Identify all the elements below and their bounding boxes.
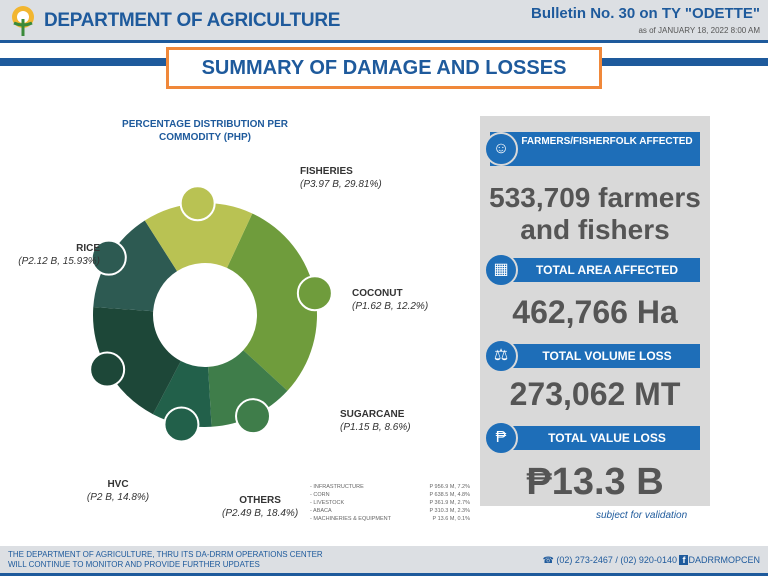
facebook-icon: f <box>679 555 689 565</box>
validation-note: subject for validation <box>596 510 688 521</box>
farmers-value: 533,709 farmers <box>489 182 701 213</box>
page-title: SUMMARY OF DAMAGE AND LOSSES <box>166 47 602 89</box>
label-hvc: HVC (P2 B, 14.8%) <box>78 478 158 504</box>
slice-value: (P1.62 B, 12.2%) <box>352 301 429 312</box>
value-badge: TOTAL VALUE LOSS <box>490 426 700 450</box>
slice-name: HVC <box>107 479 129 490</box>
farmers-value-2: and fishers <box>520 214 670 245</box>
slice-fisheries <box>226 213 317 391</box>
breakdown-name: - MACHINERIES & EQUIPMENT <box>310 516 391 522</box>
footer-message: THE DEPARTMENT OF AGRICULTURE, THRU ITS … <box>8 550 323 570</box>
breakdown-row: - MACHINERIES & EQUIPMENT P 13.6 M, 0.1% <box>310 515 470 523</box>
footer-line2: WILL CONTINUE TO MONITOR AND PROVIDE FUR… <box>8 560 260 569</box>
slice-name: FISHERIES <box>300 166 353 177</box>
footer: THE DEPARTMENT OF AGRICULTURE, THRU ITS … <box>0 546 768 576</box>
divider-left <box>0 58 170 66</box>
slice-name: COCONUT <box>352 288 403 299</box>
sack-icon: ⚖ <box>484 339 518 373</box>
rice-icon <box>179 185 216 222</box>
breakdown-value: P 956.9 M, 7.2% <box>429 484 470 490</box>
slice-name: SUGARCANE <box>340 409 405 420</box>
breakdown-name: - ABACA <box>310 508 332 514</box>
label-rice: RICE (P2.12 B, 15.93%) <box>8 242 100 268</box>
label-others: OTHERS (P2.49 B, 18.4%) <box>222 494 298 520</box>
breakdown-row: - INFRASTRUCTURE P 956.9 M, 7.2% <box>310 483 470 491</box>
slice-value: (P3.97 B, 29.81%) <box>300 179 382 190</box>
area-value: 462,766 Ha <box>512 294 678 330</box>
coconut-icon <box>235 398 272 435</box>
bulletin-title: Bulletin No. 30 on TY "ODETTE" <box>531 5 760 22</box>
area-badge: TOTAL AREA AFFECTED <box>490 258 700 282</box>
contact-info: ☎ (02) 273-2467 / (02) 920-0140 f DADRRMO… <box>543 555 760 566</box>
value-value: ₱13.3 B <box>526 461 664 503</box>
others-icon <box>89 351 126 388</box>
slice-value: (P2.12 B, 15.93%) <box>18 256 100 267</box>
breakdown-name: - LIVESTOCK <box>310 500 345 506</box>
label-coconut: COCONUT (P1.62 B, 12.2%) <box>352 287 428 313</box>
breakdown-name: - INFRASTRUCTURE <box>310 484 364 490</box>
breakdown-name: - CORN <box>310 492 330 498</box>
farmers-badge: FARMERS/FISHERFOLK AFFECTED <box>490 132 700 166</box>
area-icon: ▦ <box>484 253 518 287</box>
volume-value: 273,062 MT <box>509 376 681 412</box>
facebook-page[interactable]: DADRRMOPCEN <box>688 555 760 565</box>
slice-value: (P1.15 B, 8.6%) <box>340 422 411 433</box>
slice-name: OTHERS <box>239 495 281 506</box>
da-logo-icon <box>12 6 34 36</box>
hvc-icon <box>90 239 127 276</box>
money-icon: ₱ <box>484 421 518 455</box>
breakdown-row: - LIVESTOCK P 361.9 M, 2.7% <box>310 499 470 507</box>
slice-rice <box>144 203 253 272</box>
chart-title: PERCENTAGE DISTRIBUTION PER COMMODITY (P… <box>122 119 288 143</box>
slice-others <box>93 307 181 415</box>
breakdown-row: - CORN P 638.5 M, 4.8% <box>310 491 470 499</box>
breakdown-value: P 310.3 M, 2.3% <box>429 508 470 514</box>
header: DEPARTMENT OF AGRICULTURE Bulletin No. 3… <box>0 0 768 43</box>
slice-name: RICE <box>76 243 100 254</box>
breakdown-value: P 361.9 M, 2.7% <box>429 500 470 506</box>
breakdown-value: P 13.6 M, 0.1% <box>432 516 470 522</box>
phone-icon: ☎ <box>542 555 557 565</box>
label-sugarcane: SUGARCANE (P1.15 B, 8.6%) <box>340 408 411 434</box>
as-of-date: as of JANUARY 18, 2022 8:00 AM <box>638 26 760 35</box>
volume-badge: TOTAL VOLUME LOSS <box>490 344 700 368</box>
fisheries-icon <box>296 275 333 312</box>
donut-chart <box>89 185 333 443</box>
breakdown-value: P 638.5 M, 4.8% <box>429 492 470 498</box>
slice-value: (P2.49 B, 18.4%) <box>222 508 299 519</box>
label-fisheries: FISHERIES (P3.97 B, 29.81%) <box>300 165 382 191</box>
slice-hvc <box>93 220 178 312</box>
stats-panel: FARMERS/FISHERFOLK AFFECTED ☺ 533,709 fa… <box>480 116 710 506</box>
farmer-icon: ☺ <box>484 132 518 166</box>
org-name: DEPARTMENT OF AGRICULTURE <box>44 10 341 31</box>
slice-sugarcane <box>152 361 212 427</box>
phone-numbers: (02) 273-2467 / (02) 920-0140 <box>556 555 677 565</box>
sugarcane-icon <box>163 406 200 443</box>
divider-right <box>598 58 768 66</box>
footer-line1: THE DEPARTMENT OF AGRICULTURE, THRU ITS … <box>8 550 323 559</box>
others-breakdown: - INFRASTRUCTURE P 956.9 M, 7.2% - CORN P … <box>310 483 470 523</box>
breakdown-row: - ABACA P 310.3 M, 2.3% <box>310 507 470 515</box>
slice-value: (P2 B, 14.8%) <box>86 492 150 503</box>
